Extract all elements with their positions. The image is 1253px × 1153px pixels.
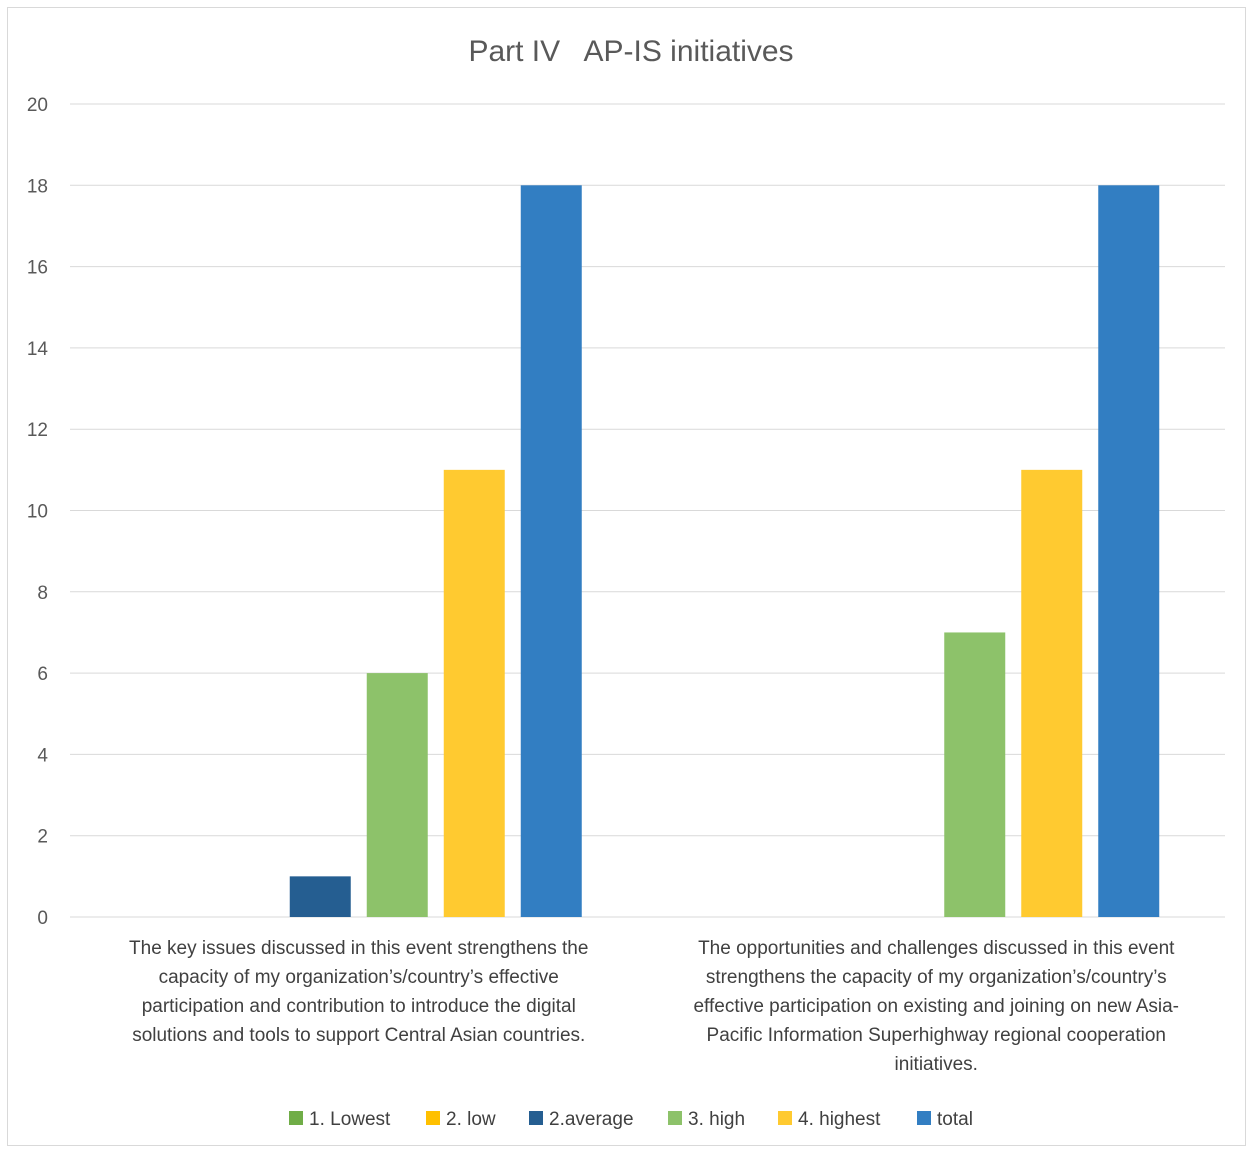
y-tick-label-12: 12 xyxy=(27,420,48,441)
bar-1-total xyxy=(520,185,582,918)
y-axis-ticks: 0 2 4 6 8 10 12 14 16 18 20 xyxy=(27,95,49,929)
y-tick-label-8: 8 xyxy=(37,583,48,604)
y-tick-label-18: 18 xyxy=(27,176,48,197)
legend-label-2-average: 2.average xyxy=(549,1109,634,1130)
y-tick-label-10: 10 xyxy=(27,502,48,523)
legend-swatch-3-high xyxy=(668,1111,682,1125)
y-tick-label-14: 14 xyxy=(27,339,49,360)
y-tick-label-6: 6 xyxy=(37,664,48,685)
bar-1-3-high xyxy=(366,673,428,917)
bar-2-4-highest xyxy=(1021,469,1083,917)
legend-label-total: total xyxy=(937,1109,973,1130)
legend-label-1-lowest: 1. Lowest xyxy=(309,1109,391,1130)
bar-1-2-average xyxy=(289,876,351,917)
y-tick-label-20: 20 xyxy=(27,95,48,116)
legend-swatch-total xyxy=(917,1111,931,1125)
bar-2-3-high xyxy=(944,632,1006,917)
category-label-1-line-1: The key issues discussed in this event s… xyxy=(129,938,588,959)
category-label-2-line-3: effective participation on existing and … xyxy=(693,996,1179,1017)
y-tick-label-0: 0 xyxy=(37,908,48,929)
bars xyxy=(289,185,1160,918)
legend: 1. Lowest 2. low 2.average 3. high 4. highes… xyxy=(289,1109,973,1130)
bar-1-4-highest xyxy=(443,469,505,917)
legend-swatch-2-low xyxy=(426,1111,440,1125)
y-tick-label-2: 2 xyxy=(37,827,48,848)
y-tick-label-16: 16 xyxy=(27,258,48,279)
legend-label-4-highest: 4. highest xyxy=(798,1109,881,1130)
y-tick-label-4: 4 xyxy=(37,745,48,766)
bar-2-total xyxy=(1098,185,1160,918)
category-label-2-line-1: The opportunities and challenges discuss… xyxy=(698,938,1175,959)
category-label-2-line-2: strengthens the capacity of my organizat… xyxy=(706,967,1167,988)
category-label-1-line-3: participation and contribution to introd… xyxy=(142,996,576,1017)
legend-swatch-4-highest xyxy=(778,1111,792,1125)
legend-swatch-2-average xyxy=(529,1111,543,1125)
legend-swatch-1-lowest xyxy=(289,1111,303,1125)
chart-title: Part IV AP-IS initiatives xyxy=(468,35,793,68)
category-label-1-line-2: capacity of my organization’s/country’s … xyxy=(159,967,559,988)
legend-label-3-high: 3. high xyxy=(688,1109,745,1130)
category-label-2-line-5: initiatives. xyxy=(895,1054,978,1075)
category-labels: The key issues discussed in this event s… xyxy=(129,938,1179,1075)
category-label-2-line-4: Pacific Information Superhighway regiona… xyxy=(707,1025,1166,1046)
legend-label-2-low: 2. low xyxy=(446,1109,496,1130)
category-label-1-line-4: solutions and tools to support Central A… xyxy=(132,1025,585,1046)
